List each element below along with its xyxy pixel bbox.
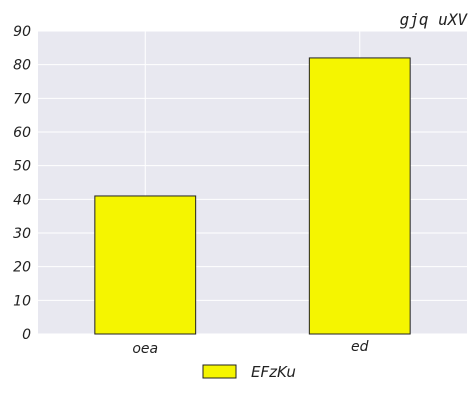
y-tick-label: 80 <box>13 58 31 74</box>
y-tick-label: 50 <box>13 159 31 175</box>
y-tick-label: 70 <box>13 91 31 107</box>
y-tick-label: 20 <box>13 260 31 276</box>
bar-ed <box>308 57 411 335</box>
x-tick-label: ed <box>351 339 369 355</box>
x-tick-label: oea <box>132 341 158 357</box>
y-tick-label: 90 <box>13 24 31 40</box>
y-tick-label: 10 <box>13 293 31 309</box>
legend-swatch <box>202 364 237 379</box>
legend-label: EFzKu <box>251 363 296 381</box>
bars <box>94 57 411 335</box>
chart-title: gjq uXV <box>400 10 469 29</box>
legend: EFzKu <box>202 363 296 381</box>
bar-oea <box>94 195 197 335</box>
y-tick-label: 60 <box>13 125 31 141</box>
x-axis-ticks: oea ed <box>132 339 368 357</box>
y-tick-label: 0 <box>22 327 31 343</box>
y-axis-ticks: 0 10 20 30 40 50 60 70 80 90 <box>13 24 31 343</box>
y-tick-label: 40 <box>13 192 31 208</box>
y-tick-label: 30 <box>13 226 31 242</box>
